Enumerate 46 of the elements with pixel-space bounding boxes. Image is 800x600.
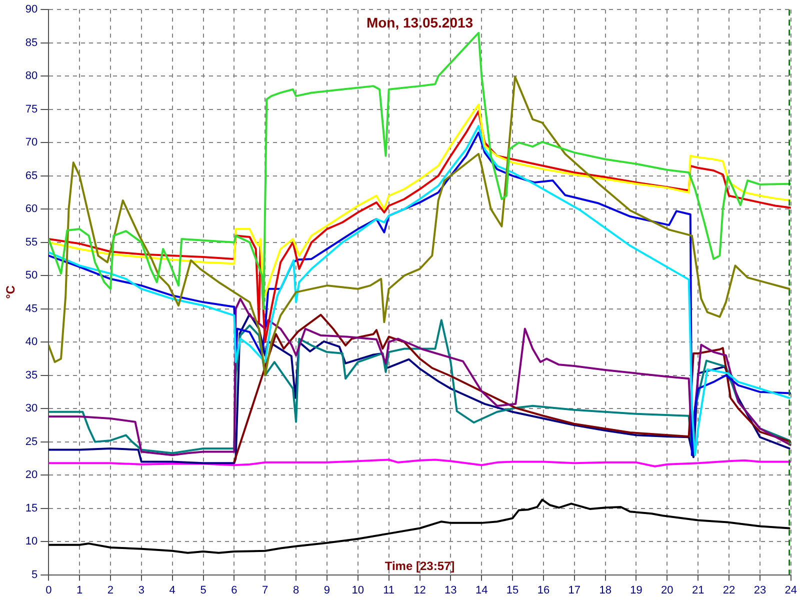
x-tick-label: 0 — [46, 584, 52, 596]
x-tick-label: 22 — [722, 584, 736, 596]
y-tick-label: 55 — [25, 236, 38, 248]
y-tick-label: 30 — [25, 402, 38, 415]
y-tick-label: 70 — [25, 136, 38, 149]
x-tick-label: 5 — [200, 584, 206, 596]
x-tick-label: 4 — [169, 584, 176, 596]
y-tick-label: 60 — [25, 203, 38, 216]
y-axis-title: °C — [4, 285, 18, 299]
y-tick-label: 25 — [25, 436, 38, 448]
x-tick-label: 2 — [107, 584, 114, 596]
y-tick-label: 40 — [25, 336, 38, 348]
x-tick-label: 17 — [568, 584, 581, 596]
x-tick-label: 21 — [692, 584, 704, 596]
x-axis-title: Time [23:57] — [384, 558, 455, 573]
x-tick-label: 8 — [292, 584, 300, 596]
y-tick-label: 15 — [25, 502, 38, 514]
x-tick-label: 16 — [537, 584, 550, 596]
x-tick-label: 14 — [475, 584, 488, 596]
chart-title: Mon, 13.05.2013 — [366, 14, 474, 31]
y-tick-label: 35 — [25, 369, 38, 382]
x-tick-label: 13 — [444, 584, 457, 596]
y-tick-label: 65 — [25, 170, 38, 182]
x-tick-label: 6 — [231, 584, 238, 596]
y-tick-label: 50 — [25, 270, 38, 282]
y-tick-label: 85 — [25, 36, 38, 49]
y-tick-label: 45 — [25, 302, 38, 315]
x-tick-label: 11 — [383, 584, 395, 596]
x-tick-label: 18 — [599, 584, 612, 596]
y-tick-label: 80 — [25, 70, 38, 82]
x-tick-label: 10 — [352, 584, 364, 596]
x-tick-label: 23 — [754, 584, 766, 596]
x-tick-label: 20 — [661, 584, 674, 596]
x-tick-label: 24 — [784, 584, 798, 596]
y-tick-label: 10 — [25, 536, 38, 548]
y-tick-label: 75 — [25, 103, 38, 116]
x-tick-label: 9 — [324, 584, 330, 596]
x-tick-label: 1 — [76, 584, 83, 596]
x-tick-label: 15 — [506, 584, 519, 596]
y-tick-label: 20 — [25, 469, 38, 482]
y-tick-label: 90 — [25, 4, 38, 16]
x-tick-label: 7 — [262, 584, 268, 596]
x-tick-label: 19 — [630, 584, 642, 596]
x-tick-label: 3 — [138, 584, 144, 596]
y-tick-label: 5 — [32, 568, 38, 581]
x-tick-label: 12 — [414, 584, 426, 596]
